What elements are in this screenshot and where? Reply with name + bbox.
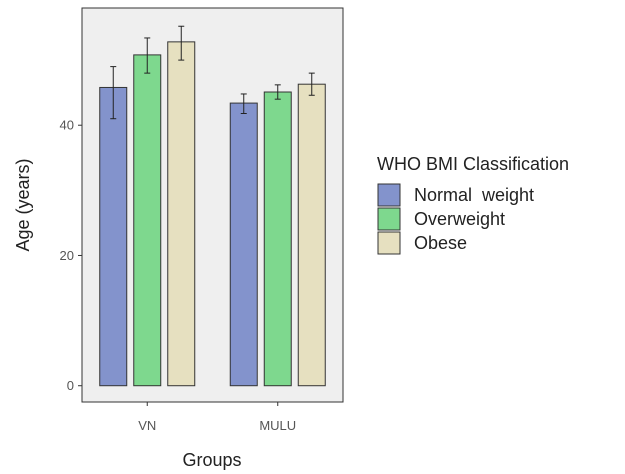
y-tick-label: 20 — [60, 248, 74, 263]
legend-swatch-1 — [377, 183, 401, 207]
bar-vn-2 — [133, 54, 162, 387]
x-tick-label: VN — [138, 418, 156, 433]
bar-mulu-1 — [229, 102, 258, 387]
x-axis: VN MULU — [138, 402, 296, 433]
legend-swatch-2 — [377, 207, 401, 231]
x-tick-label: MULU — [259, 418, 296, 433]
y-tick-label: 0 — [67, 378, 74, 393]
bar-mulu-2 — [263, 91, 292, 387]
x-axis-title: Groups — [182, 450, 241, 470]
y-axis: 0 20 40 — [60, 118, 82, 393]
legend-swatch-3 — [377, 231, 401, 255]
legend-label-3: Obese — [414, 233, 467, 253]
legend-label-2: Overweight — [414, 209, 505, 229]
bar-vn-1 — [99, 86, 128, 387]
bar-mulu-3 — [297, 83, 326, 387]
y-axis-title: Age (years) — [13, 158, 33, 251]
legend-title: WHO BMI Classification — [377, 154, 569, 174]
bar-vn-3 — [167, 41, 196, 387]
legend-label-1: Normal weight — [414, 185, 534, 205]
legend: WHO BMI Classification Normal weight Over… — [377, 154, 569, 255]
legend-items: Normal weight Overweight Obese — [377, 183, 534, 255]
y-tick-label: 40 — [60, 118, 74, 133]
error-bars-layer — [110, 25, 315, 120]
